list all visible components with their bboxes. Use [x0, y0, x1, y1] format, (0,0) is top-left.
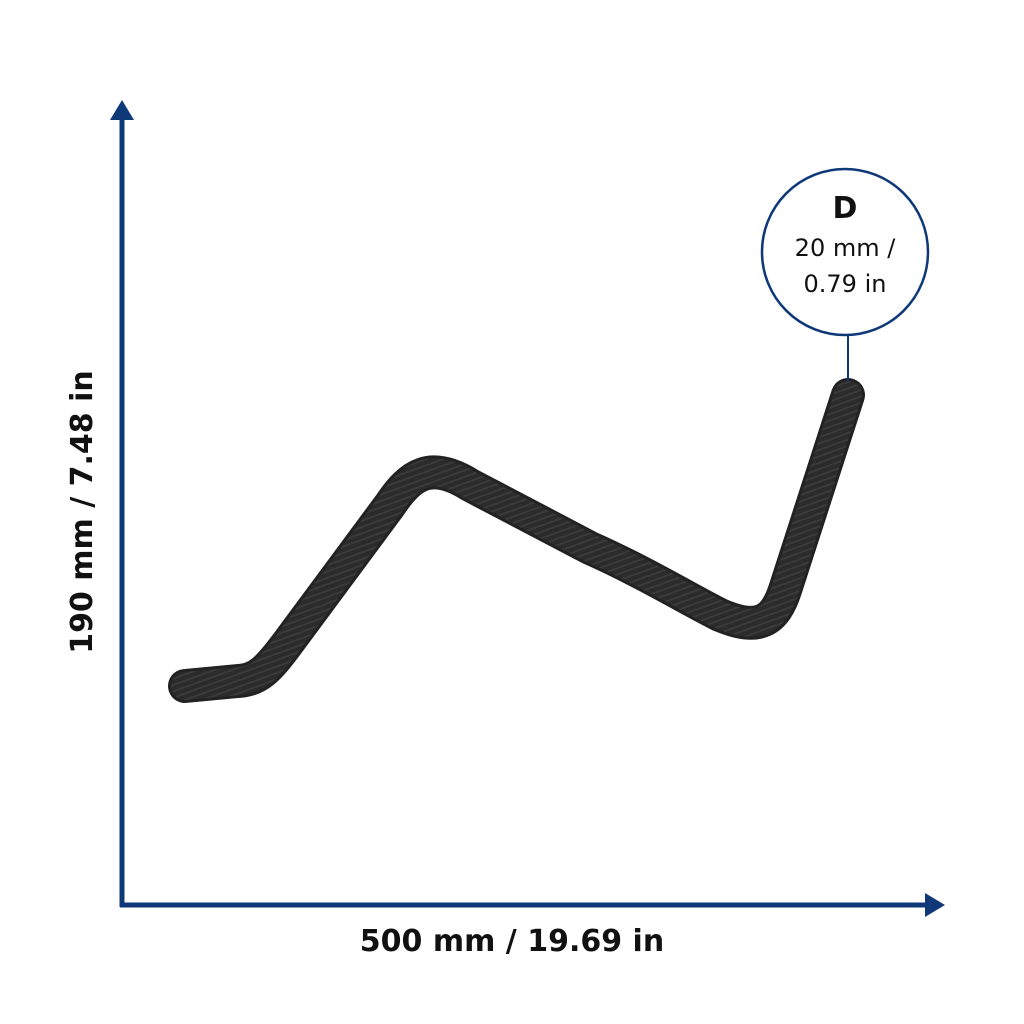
diameter-line: 0.79 in [804, 270, 887, 298]
height-label: 190 mm / 7.48 in [65, 370, 100, 654]
diameter-letter: D [833, 191, 858, 226]
callout-circle [760, 167, 930, 337]
diameter-line: 20 mm / [795, 234, 897, 262]
hose [171, 381, 862, 700]
width-label: 500 mm / 19.69 in [360, 924, 664, 959]
x-arrow [925, 893, 945, 917]
axes [110, 100, 945, 917]
y-arrow [110, 100, 134, 120]
